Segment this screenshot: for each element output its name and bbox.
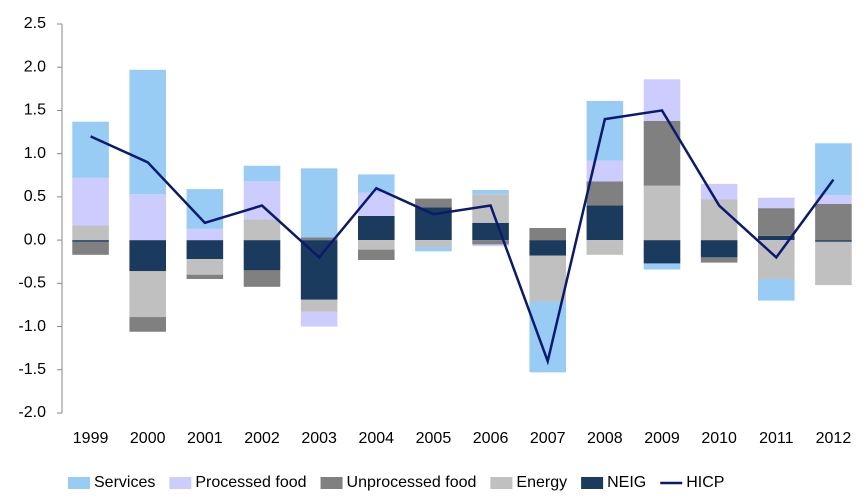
bar-segment <box>758 235 795 241</box>
y-tick-label: -1.0 <box>18 318 46 335</box>
line <box>90 109 835 366</box>
bar-segment <box>358 249 395 260</box>
bar-segment <box>243 270 281 287</box>
bar-segment <box>186 228 224 241</box>
bar-segment <box>72 240 109 242</box>
bar-segment <box>758 279 795 301</box>
bar-segment <box>472 189 509 195</box>
legend-swatch <box>581 477 604 489</box>
bar-segment <box>300 237 338 241</box>
bar-segment <box>300 311 338 327</box>
bar-segment <box>72 241 109 255</box>
x-tick-label: 2004 <box>358 430 394 447</box>
bar-segment <box>529 228 566 241</box>
bar-segment <box>415 247 452 252</box>
bar-segment <box>700 183 738 200</box>
bar-segment <box>529 240 566 256</box>
bar-segment <box>815 143 852 196</box>
bar-segment <box>358 215 395 241</box>
bar-segment <box>243 240 281 271</box>
bar-segment <box>586 205 624 241</box>
bar-segment <box>758 208 795 236</box>
bar-segment <box>186 259 224 275</box>
y-tick-label: 1.5 <box>24 102 46 119</box>
bar-segment <box>358 174 395 193</box>
x-tick-label: 2002 <box>244 430 280 447</box>
bar-segment <box>586 181 624 206</box>
bar-segment <box>243 165 281 182</box>
x-tick-label: 2007 <box>530 430 566 447</box>
y-tick-label: -2.0 <box>18 404 46 421</box>
y-tick-label: 1.0 <box>24 145 46 162</box>
bar-segment <box>129 317 166 332</box>
bar-segment <box>472 244 509 247</box>
y-tick-label: 2.0 <box>24 58 46 75</box>
bar-segment <box>243 219 281 241</box>
legend-label: Energy <box>516 474 567 491</box>
bar-segment <box>815 241 852 286</box>
bar-segment <box>758 197 795 209</box>
x-tick-label: 2010 <box>701 430 737 447</box>
bar-segment <box>300 168 338 238</box>
bar-segment <box>129 194 166 241</box>
x-tick-label: 2009 <box>644 430 680 447</box>
bar-segment <box>700 257 738 263</box>
bar-segment <box>72 225 109 241</box>
bar-segment <box>700 240 738 258</box>
bar-segment <box>472 240 509 245</box>
bar-segment <box>643 79 681 121</box>
bar-segment <box>586 160 624 182</box>
x-tick-label: 2003 <box>301 430 337 447</box>
legend-swatch <box>68 477 90 489</box>
y-tick-label: 2.5 <box>24 15 46 32</box>
legend-swatch <box>320 477 343 489</box>
legend-swatch <box>490 477 513 489</box>
legend-label: Processed food <box>195 474 306 491</box>
y-tick-label: 0.0 <box>24 231 46 248</box>
bar-segment <box>643 185 681 241</box>
bar-segment <box>72 121 109 178</box>
y-tick-label: -1.5 <box>18 361 46 378</box>
x-tick-label: 2011 <box>759 430 794 447</box>
legend-label: Unprocessed food <box>347 474 477 491</box>
x-tick-label: 2005 <box>416 430 452 447</box>
bar-segment <box>815 203 852 241</box>
x-tick-label: 1999 <box>73 430 109 447</box>
legend-label: NEIG <box>607 474 646 491</box>
y-tick-label: 0.5 <box>24 188 46 205</box>
bar-segment <box>529 255 566 302</box>
bar-segment <box>415 240 452 248</box>
y-tick-label: -0.5 <box>18 275 46 292</box>
bar-segment <box>129 240 166 272</box>
bar-segment <box>586 100 624 161</box>
legend-swatch <box>169 477 192 489</box>
x-tick-label: 2000 <box>130 430 166 447</box>
bar-segment <box>815 195 852 204</box>
bar-segment <box>815 240 852 242</box>
bar-segment <box>300 240 338 300</box>
bar-segment <box>586 240 624 255</box>
bar-segment <box>243 181 281 220</box>
x-tick-label: 2001 <box>187 430 223 447</box>
bar-segment <box>300 299 338 312</box>
bar-segment <box>186 274 224 280</box>
bar-segment <box>415 198 452 208</box>
legend-label: Services <box>94 474 155 491</box>
x-tick-label: 2012 <box>816 430 852 447</box>
x-tick-label: 2008 <box>587 430 623 447</box>
bar-segment <box>72 177 109 226</box>
x-tick-label: 2006 <box>473 430 509 447</box>
legend-label: HICP <box>686 474 724 491</box>
bar-segment <box>358 240 395 250</box>
bar-segment <box>186 240 224 260</box>
bar-segment <box>643 240 681 264</box>
bar-segment <box>643 263 681 270</box>
bar-segment <box>129 271 166 318</box>
